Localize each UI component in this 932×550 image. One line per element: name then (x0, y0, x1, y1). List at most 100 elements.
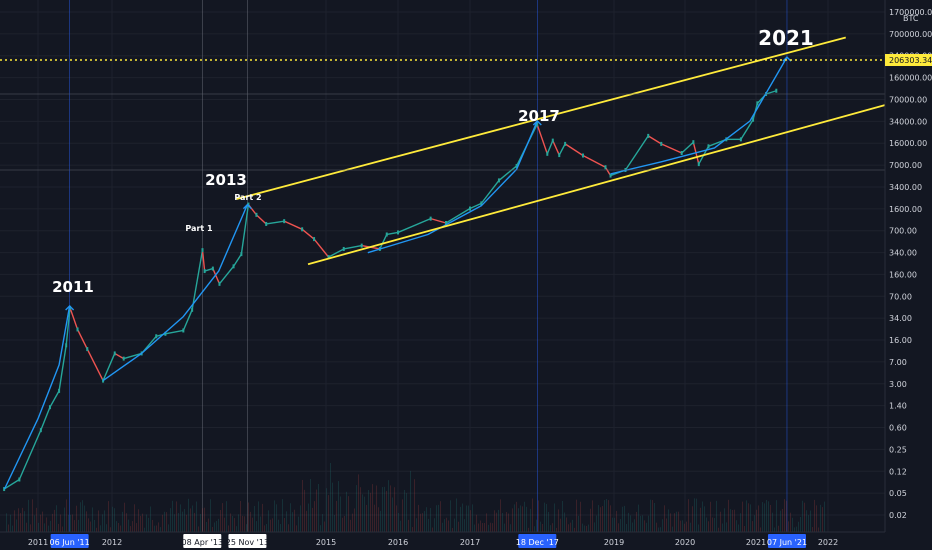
price-tick-label: 1600.00 (889, 205, 922, 214)
volume-bar (572, 519, 573, 532)
volume-bar (808, 515, 809, 532)
volume-bar (472, 504, 473, 532)
volume-bar (374, 504, 375, 532)
volume-bar (614, 517, 615, 532)
volume-bar (444, 519, 445, 532)
volume-bar (752, 521, 753, 532)
time-tick-label: 2021 (746, 538, 766, 547)
price-segment (740, 119, 754, 140)
price-point (558, 153, 561, 158)
volume-bar (116, 521, 117, 532)
volume-bar (452, 527, 453, 532)
volume-bar (708, 521, 709, 532)
volume-bar (364, 496, 365, 532)
volume-bar (160, 527, 161, 532)
volume-bar (524, 501, 525, 532)
volume-bar (310, 478, 311, 532)
volume-bar (290, 503, 291, 532)
price-segment (765, 90, 777, 95)
price-point (697, 162, 700, 167)
price-point (604, 165, 607, 170)
channel-line-upper[interactable] (236, 36, 846, 200)
volume-bar (80, 502, 81, 532)
price-segment (343, 244, 362, 250)
volume-bar (108, 501, 109, 532)
volume-bar (42, 511, 43, 532)
price-level-tag (885, 54, 932, 66)
volume-bar (134, 504, 135, 532)
volume-bar (650, 499, 651, 532)
volume-bar (534, 526, 535, 532)
price-point (775, 88, 778, 93)
volume-bar (132, 521, 133, 532)
volume-bar (50, 520, 51, 532)
volume-bar (326, 488, 327, 532)
date-highlight-label: 08 Apr '13 (182, 538, 223, 547)
volume-bar (786, 500, 787, 532)
price-point (155, 334, 158, 339)
volume-bar (594, 522, 595, 532)
volume-bar (56, 505, 57, 532)
date-highlight-label: 18 Dec '17 (516, 538, 559, 547)
volume-bar (14, 510, 15, 532)
price-point (680, 151, 683, 156)
volume-bar (446, 517, 447, 532)
volume-bar (106, 524, 107, 532)
volume-bar (400, 520, 401, 532)
volume-bar (558, 509, 559, 532)
volume-bar (498, 509, 499, 532)
volume-bar (676, 511, 677, 532)
volume-bar (634, 519, 635, 532)
volume-bar (408, 519, 409, 532)
volume-bar (470, 510, 471, 532)
volume-bar (260, 516, 261, 532)
volume-bar (186, 514, 187, 532)
volume-bar (426, 507, 427, 532)
volume-bar (72, 514, 73, 532)
volume-bar (640, 515, 641, 532)
volume-bar (208, 518, 209, 532)
price-segment (681, 141, 694, 154)
price-point (255, 212, 258, 217)
volume-bar (390, 485, 391, 532)
volume-bar (684, 523, 685, 532)
price-tick-label: 0.60 (889, 424, 907, 433)
volume-bar (686, 521, 687, 532)
price-point (113, 351, 116, 356)
volume-bar (110, 527, 111, 532)
time-axis[interactable]: 2011 2012 2015 2016 2017 2019 2020 2021 2022 06 J… (0, 531, 932, 550)
volume-bar (242, 515, 243, 532)
volume-bar (280, 524, 281, 532)
arc-arrowhead (532, 119, 542, 126)
channel-line-lower[interactable] (307, 101, 895, 266)
price-axis[interactable]: 1700000.00700000.00340000.00160000.00700… (884, 0, 932, 532)
volume-bar (538, 500, 539, 532)
price-point (211, 266, 214, 271)
price-segment (65, 307, 71, 346)
volume-bar (86, 511, 87, 532)
price-point (203, 269, 206, 274)
volume-bar (656, 522, 657, 532)
volume-bar (202, 508, 203, 532)
volume-bar (668, 509, 669, 532)
volume-bar (702, 501, 703, 532)
volume-bar (438, 504, 439, 532)
volume-bar (298, 516, 299, 532)
volume-bar (190, 508, 191, 532)
volume-bar (424, 511, 425, 532)
time-tick-label: 2022 (818, 538, 838, 547)
arc-curve (367, 120, 538, 254)
volume-bar (742, 501, 743, 532)
volume-bar (464, 519, 465, 532)
volume-bar (300, 505, 301, 532)
price-point (551, 138, 554, 143)
volume-bar (488, 524, 489, 532)
volume-bar (166, 512, 167, 532)
volume-bar (412, 527, 413, 532)
volume-bar (798, 521, 799, 532)
price-point (182, 328, 185, 333)
date-highlight-label: 07 Jun '21 (767, 538, 807, 547)
volume-bar (124, 502, 125, 532)
